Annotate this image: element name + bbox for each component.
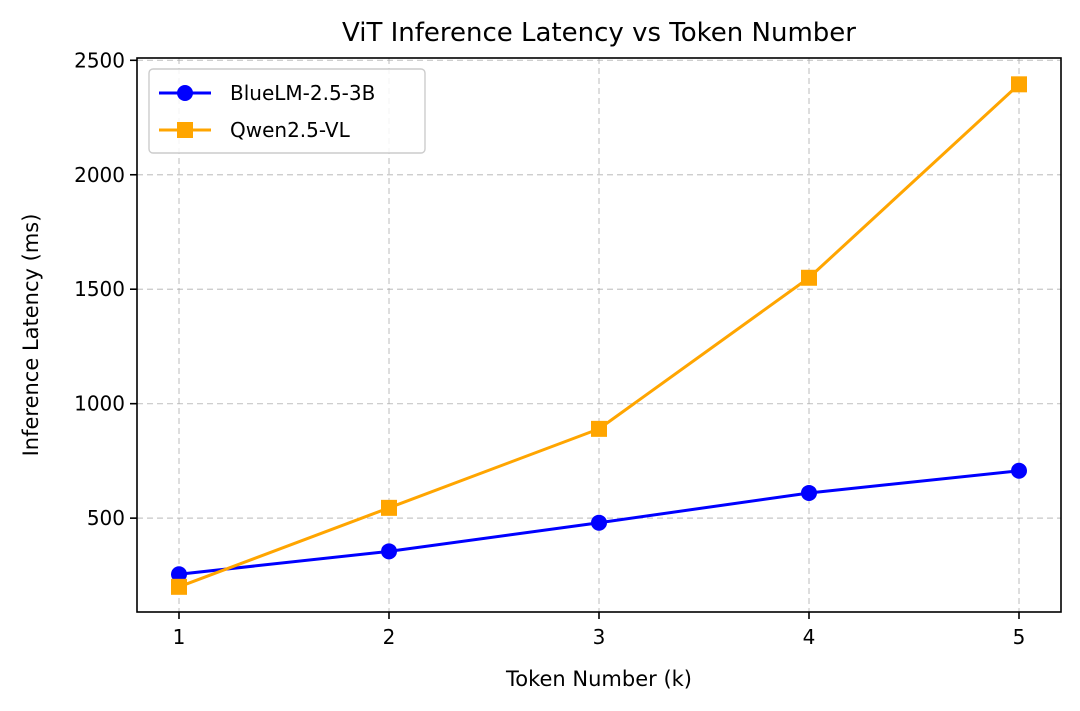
x-tick-label: 1 — [173, 625, 186, 649]
legend-frame — [148, 68, 426, 154]
legend-item-bluelm: BlueLM-2.5-3B — [159, 81, 375, 105]
data-point — [1011, 76, 1027, 93]
legend-label-qwen: Qwen2.5-VL — [230, 118, 351, 142]
legend: BlueLM-2.5-3B Qwen2.5-VL — [148, 68, 426, 154]
data-point — [591, 420, 607, 437]
data-point — [381, 499, 397, 516]
legend-label-bluelm: BlueLM-2.5-3B — [230, 81, 375, 105]
y-tick-label: 1500 — [74, 277, 125, 301]
y-tick-label: 2000 — [74, 163, 125, 187]
legend-marker-qwen — [177, 122, 193, 138]
x-tick-label: 3 — [593, 625, 606, 649]
series-bluelm-2-5-3b — [171, 462, 1027, 583]
data-point — [171, 566, 187, 583]
y-axis-label: Inference Latency (ms) — [19, 214, 43, 457]
x-axis: 1 2 3 4 5 — [173, 612, 1026, 649]
y-tick-label: 2500 — [74, 48, 125, 72]
series-layer — [171, 76, 1027, 595]
legend-marker-bluelm — [177, 85, 193, 101]
y-tick-label: 1000 — [74, 392, 125, 416]
series-qwen2-5-vl — [171, 76, 1027, 595]
data-point — [1011, 462, 1027, 479]
x-tick-label: 5 — [1013, 625, 1026, 649]
data-point — [591, 514, 607, 531]
data-point — [801, 484, 817, 501]
x-tick-label: 4 — [803, 625, 816, 649]
x-tick-label: 2 — [383, 625, 396, 649]
legend-item-qwen: Qwen2.5-VL — [159, 118, 351, 142]
y-tick-label: 500 — [87, 506, 125, 530]
chart-title: ViT Inference Latency vs Token Number — [342, 18, 856, 48]
x-axis-label: Token Number (k) — [505, 667, 692, 691]
data-point — [171, 578, 187, 595]
data-point — [801, 269, 817, 286]
data-point — [381, 543, 397, 560]
y-axis: 500 1000 1500 2000 2500 — [74, 48, 137, 530]
